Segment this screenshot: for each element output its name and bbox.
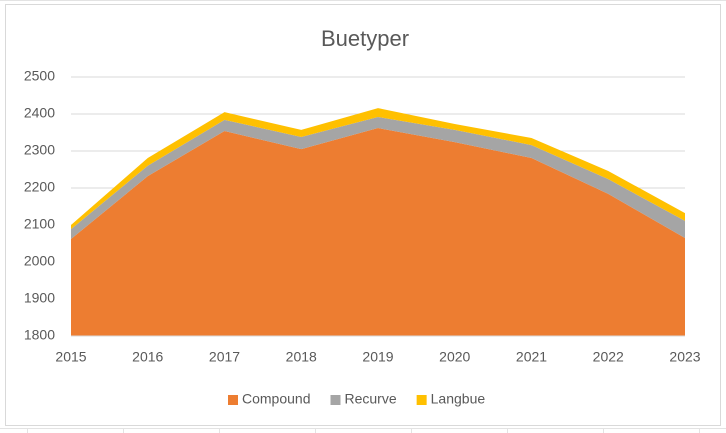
legend-label: Langbue [431,391,486,407]
x-tick-label: 2021 [516,349,547,365]
x-tick-label: 2020 [439,349,470,365]
y-tick-label: 2100 [24,216,55,232]
y-tick-label: 1900 [24,290,55,306]
x-tick-label: 2017 [209,349,240,365]
legend-label: Recurve [345,391,397,407]
y-tick-label: 2400 [24,105,55,121]
legend-swatch [330,395,341,405]
y-tick-label: 1800 [24,327,55,343]
x-tick-label: 2018 [286,349,317,365]
legend-swatch [228,395,238,405]
y-tick-label: 2000 [24,253,55,269]
area [71,128,685,336]
chart-title: Buetyper [321,26,409,51]
y-tick-label: 2500 [24,68,55,84]
x-tick-label: 2019 [362,349,393,365]
y-tick-label: 2200 [24,179,55,195]
x-tick-label: 2022 [593,349,624,365]
legend-swatch [416,395,427,405]
x-tick-label: 2023 [669,349,700,365]
x-tick-label: 2015 [55,349,86,365]
x-tick-label: 2016 [132,349,163,365]
y-tick-label: 2300 [24,142,55,158]
area [71,108,685,230]
legend-label: Compound [242,391,311,407]
area [71,116,685,240]
